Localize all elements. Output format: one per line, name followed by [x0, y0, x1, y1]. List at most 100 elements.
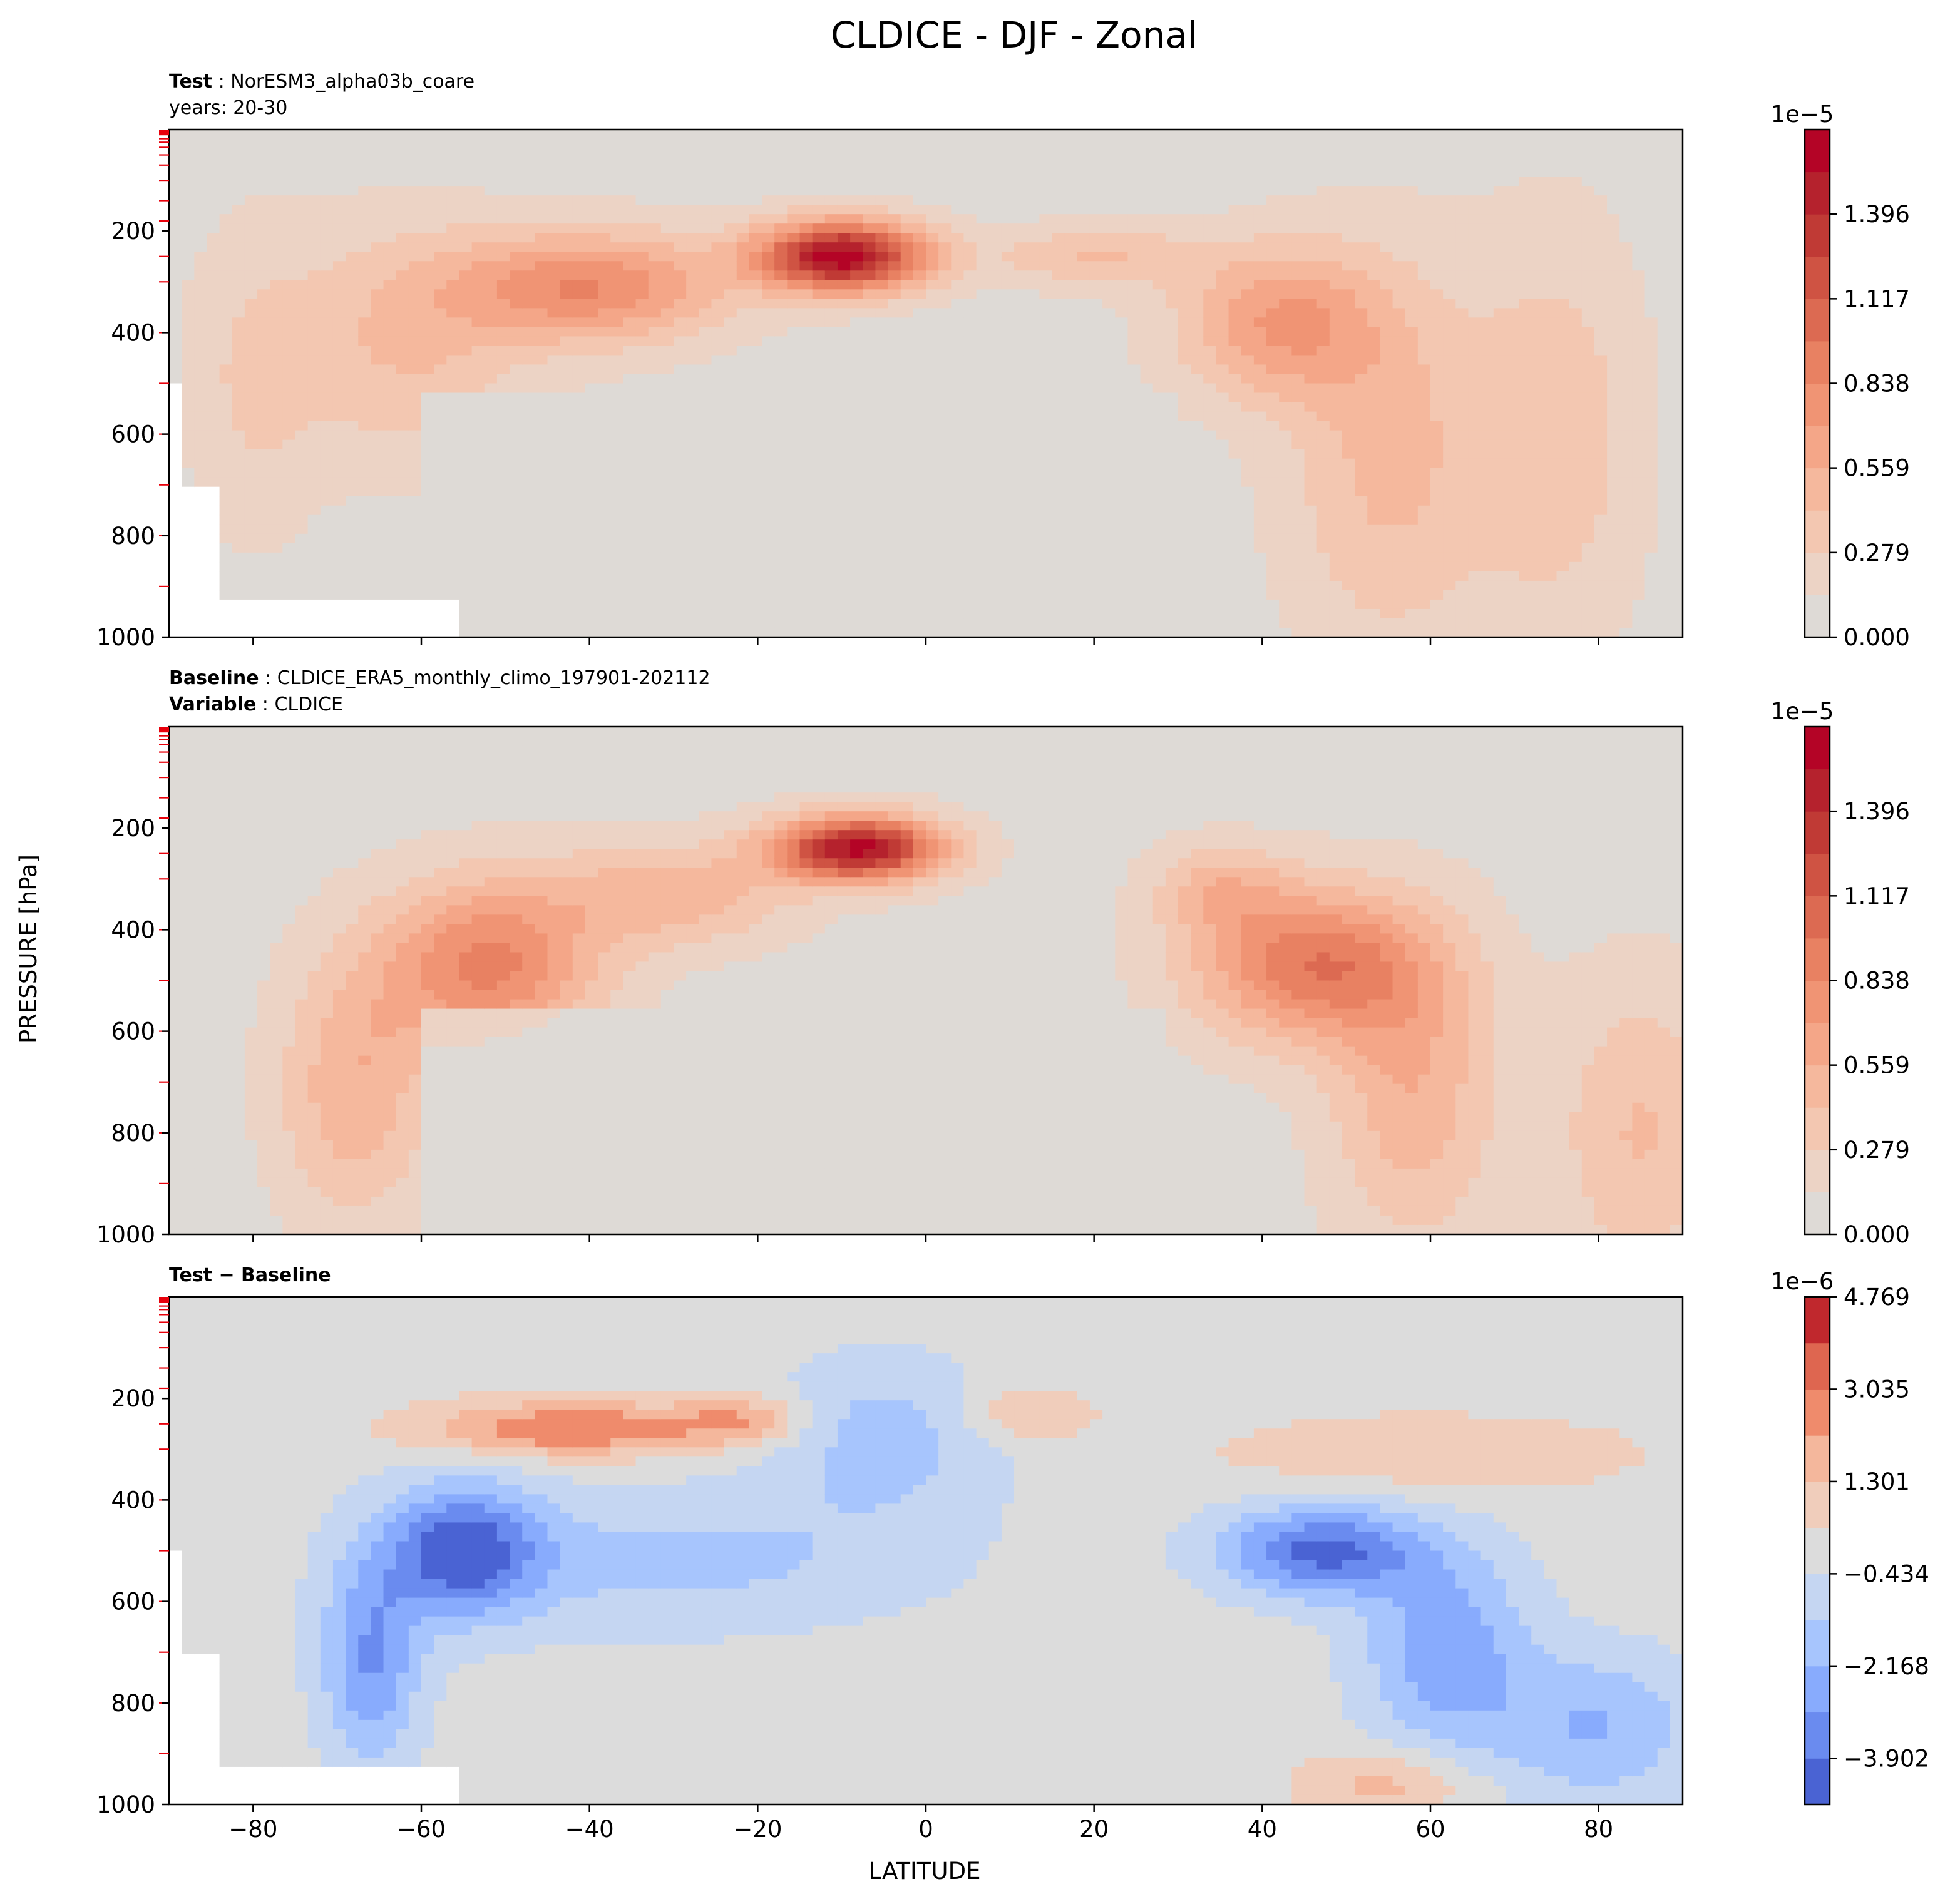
contour-cell: [496, 439, 510, 450]
contour-cell: [888, 317, 901, 327]
contour-cell: [1140, 552, 1154, 563]
contour-cell: [408, 139, 422, 149]
contour-cell: [1329, 280, 1343, 290]
contour-cell: [1165, 449, 1179, 459]
contour-cell: [1291, 177, 1305, 187]
contour-cell: [1052, 590, 1065, 600]
contour-cell: [674, 252, 687, 262]
contour-cell: [434, 533, 447, 544]
contour-cell: [232, 130, 245, 140]
contour-cell: [774, 421, 788, 431]
contour-cell: [1316, 299, 1330, 309]
contour-cell: [169, 590, 182, 600]
contour-cell: [535, 261, 548, 271]
contour-cell: [598, 280, 611, 290]
contour-cell: [1304, 599, 1318, 610]
contour-cell: [900, 299, 914, 309]
contour-cell: [888, 336, 901, 347]
contour-cell: [850, 299, 863, 309]
contour-cell: [496, 505, 510, 516]
contour-cell: [875, 618, 889, 628]
contour-cell: [194, 130, 208, 140]
contour-cell: [1165, 383, 1179, 394]
contour-cell: [1203, 252, 1217, 262]
contour-cell: [749, 580, 762, 591]
contour-cell: [913, 571, 926, 581]
contour-cell: [1052, 421, 1065, 431]
contour-cell: [1077, 299, 1090, 309]
contour-cell: [535, 599, 548, 610]
contour-cell: [598, 411, 611, 422]
contour-cell: [1064, 439, 1078, 450]
contour-cell: [686, 289, 699, 299]
contour-cell: [1241, 514, 1255, 525]
contour-cell: [635, 618, 649, 628]
contour-cell: [1140, 346, 1154, 356]
contour-cell: [1127, 496, 1141, 506]
contour-cell: [585, 505, 598, 516]
contour-cell: [1279, 458, 1292, 469]
contour-cell: [1140, 392, 1154, 403]
contour-cell: [1253, 139, 1267, 149]
contour-cell: [674, 552, 687, 563]
contour-cell: [1052, 317, 1065, 327]
contour-cell: [837, 327, 851, 337]
contour-cell: [244, 289, 258, 299]
contour-cell: [522, 195, 535, 205]
contour-cell: [421, 374, 434, 384]
contour-cell: [724, 223, 737, 233]
contour-cell: [560, 496, 573, 506]
contour-cell: [244, 252, 258, 262]
contour-cell: [346, 327, 359, 337]
contour-cell: [674, 289, 687, 299]
contour-cell: [383, 223, 397, 233]
contour-cell: [459, 571, 473, 581]
contour-cell: [963, 421, 977, 431]
contour-cell: [787, 486, 801, 497]
contour-cell: [1266, 214, 1280, 224]
contour-cell: [169, 524, 182, 535]
contour-cell: [1077, 223, 1090, 233]
contour-cell: [484, 299, 498, 309]
contour-cell: [1064, 223, 1078, 233]
contour-cell: [1304, 327, 1318, 337]
contour-cell: [1102, 158, 1116, 168]
contour-cell: [510, 261, 523, 271]
contour-cell: [686, 261, 699, 271]
contour-cell: [1291, 317, 1305, 327]
contour-cell: [1291, 449, 1305, 459]
contour-cell: [660, 223, 674, 233]
contour-cell: [1027, 580, 1040, 591]
contour-cell: [207, 449, 220, 459]
contour-cell: [1165, 139, 1179, 149]
contour-cell: [674, 280, 687, 290]
contour-cell: [219, 580, 233, 591]
contour-cell: [938, 496, 952, 506]
contour-cell: [496, 280, 510, 290]
contour-cell: [459, 392, 473, 403]
contour-cell: [1304, 514, 1318, 525]
contour-cell: [850, 402, 863, 412]
contour-cell: [926, 355, 939, 366]
contour-cell: [1304, 552, 1318, 563]
contour-cell: [484, 599, 498, 610]
contour-cell: [257, 590, 270, 600]
contour-cell: [371, 561, 384, 572]
contour-cell: [635, 233, 649, 243]
contour-cell: [749, 590, 762, 600]
contour-cell: [1165, 336, 1179, 347]
contour-cell: [1039, 439, 1053, 450]
contour-cell: [270, 327, 283, 337]
contour-cell: [358, 439, 371, 450]
contour-cell: [926, 402, 939, 412]
contour-cell: [837, 524, 851, 535]
contour-cell: [358, 242, 371, 252]
contour-cell: [547, 355, 561, 366]
contour-cell: [635, 458, 649, 469]
contour-cell: [1014, 130, 1027, 140]
contour-cell: [938, 543, 952, 553]
contour-cell: [951, 514, 965, 525]
contour-cell: [194, 346, 208, 356]
contour-cell: [610, 261, 623, 271]
contour-cell: [1127, 411, 1141, 422]
